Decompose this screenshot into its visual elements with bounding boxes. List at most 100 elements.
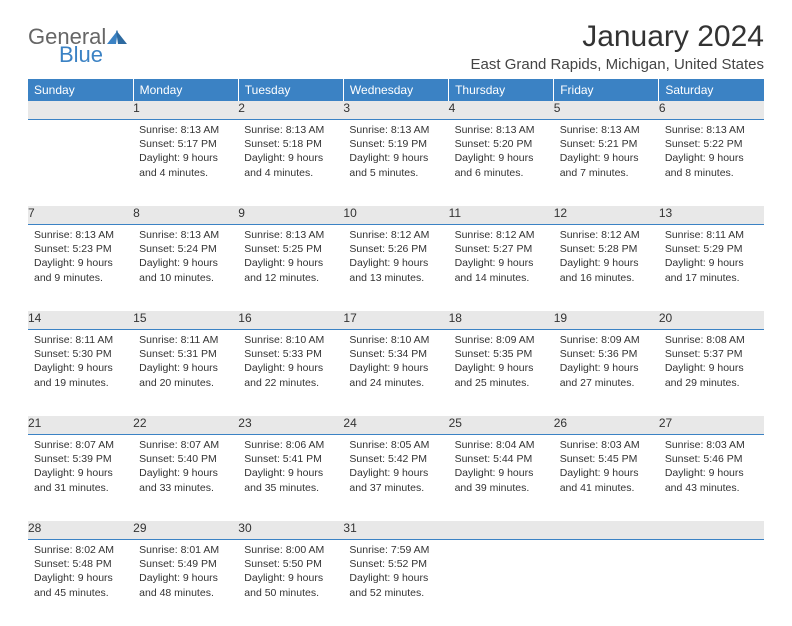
sunset-text: Sunset: 5:25 PM <box>244 242 337 256</box>
sunrise-text: Sunrise: 8:13 AM <box>560 123 653 137</box>
week-row: Sunrise: 8:07 AMSunset: 5:39 PMDaylight:… <box>28 435 764 522</box>
day-cell: Sunrise: 8:03 AMSunset: 5:45 PMDaylight:… <box>554 435 659 522</box>
sunset-text: Sunset: 5:23 PM <box>34 242 127 256</box>
sunrise-text: Sunrise: 8:13 AM <box>139 228 232 242</box>
day-info: Sunrise: 8:03 AMSunset: 5:46 PMDaylight:… <box>659 435 764 501</box>
daylight-text: Daylight: 9 hours and 9 minutes. <box>34 256 127 284</box>
day-info: Sunrise: 8:10 AMSunset: 5:33 PMDaylight:… <box>238 330 343 396</box>
day-header: Wednesday <box>343 79 448 101</box>
day-info: Sunrise: 8:05 AMSunset: 5:42 PMDaylight:… <box>343 435 448 501</box>
daylight-text: Daylight: 9 hours and 6 minutes. <box>455 151 548 179</box>
week-row: Sunrise: 8:11 AMSunset: 5:30 PMDaylight:… <box>28 330 764 417</box>
day-number-row: 14151617181920 <box>28 311 764 330</box>
day-cell: Sunrise: 8:08 AMSunset: 5:37 PMDaylight:… <box>659 330 764 417</box>
sunset-text: Sunset: 5:45 PM <box>560 452 653 466</box>
day-info: Sunrise: 8:13 AMSunset: 5:23 PMDaylight:… <box>28 225 133 291</box>
sunset-text: Sunset: 5:50 PM <box>244 557 337 571</box>
sunrise-text: Sunrise: 8:13 AM <box>455 123 548 137</box>
day-cell: Sunrise: 8:06 AMSunset: 5:41 PMDaylight:… <box>238 435 343 522</box>
daylight-text: Daylight: 9 hours and 41 minutes. <box>560 466 653 494</box>
day-number: 25 <box>449 416 554 435</box>
day-info: Sunrise: 8:07 AMSunset: 5:39 PMDaylight:… <box>28 435 133 501</box>
day-cell: Sunrise: 8:13 AMSunset: 5:20 PMDaylight:… <box>449 120 554 207</box>
sunset-text: Sunset: 5:21 PM <box>560 137 653 151</box>
day-number: 17 <box>343 311 448 330</box>
daylight-text: Daylight: 9 hours and 24 minutes. <box>349 361 442 389</box>
day-number: 8 <box>133 206 238 225</box>
day-info: Sunrise: 8:12 AMSunset: 5:26 PMDaylight:… <box>343 225 448 291</box>
day-number: 1 <box>133 101 238 120</box>
daylight-text: Daylight: 9 hours and 7 minutes. <box>560 151 653 179</box>
location-text: East Grand Rapids, Michigan, United Stat… <box>471 56 764 73</box>
day-number: 31 <box>343 521 448 540</box>
day-header: Thursday <box>449 79 554 101</box>
sunset-text: Sunset: 5:19 PM <box>349 137 442 151</box>
daylight-text: Daylight: 9 hours and 22 minutes. <box>244 361 337 389</box>
sunrise-text: Sunrise: 8:07 AM <box>34 438 127 452</box>
sunrise-text: Sunrise: 8:12 AM <box>455 228 548 242</box>
day-cell: Sunrise: 8:04 AMSunset: 5:44 PMDaylight:… <box>449 435 554 522</box>
day-number: 13 <box>659 206 764 225</box>
day-cell: Sunrise: 8:11 AMSunset: 5:29 PMDaylight:… <box>659 225 764 312</box>
day-info: Sunrise: 8:13 AMSunset: 5:17 PMDaylight:… <box>133 120 238 186</box>
sunrise-text: Sunrise: 8:01 AM <box>139 543 232 557</box>
day-number: 29 <box>133 521 238 540</box>
sunrise-text: Sunrise: 8:10 AM <box>349 333 442 347</box>
day-number: 26 <box>554 416 659 435</box>
day-info: Sunrise: 8:11 AMSunset: 5:29 PMDaylight:… <box>659 225 764 291</box>
daylight-text: Daylight: 9 hours and 35 minutes. <box>244 466 337 494</box>
day-cell <box>659 540 764 626</box>
day-number <box>554 521 659 540</box>
sunset-text: Sunset: 5:35 PM <box>455 347 548 361</box>
day-number: 15 <box>133 311 238 330</box>
day-cell: Sunrise: 8:07 AMSunset: 5:39 PMDaylight:… <box>28 435 133 522</box>
day-header: Friday <box>554 79 659 101</box>
day-cell: Sunrise: 8:13 AMSunset: 5:24 PMDaylight:… <box>133 225 238 312</box>
sunrise-text: Sunrise: 8:13 AM <box>244 123 337 137</box>
day-number: 2 <box>238 101 343 120</box>
brand-part2: Blue <box>59 42 103 68</box>
day-cell: Sunrise: 8:11 AMSunset: 5:30 PMDaylight:… <box>28 330 133 417</box>
day-header-row: Sunday Monday Tuesday Wednesday Thursday… <box>28 79 764 101</box>
day-number <box>28 101 133 120</box>
sunset-text: Sunset: 5:33 PM <box>244 347 337 361</box>
day-info: Sunrise: 8:12 AMSunset: 5:28 PMDaylight:… <box>554 225 659 291</box>
daylight-text: Daylight: 9 hours and 17 minutes. <box>665 256 758 284</box>
sunset-text: Sunset: 5:41 PM <box>244 452 337 466</box>
day-number: 7 <box>28 206 133 225</box>
daylight-text: Daylight: 9 hours and 10 minutes. <box>139 256 232 284</box>
day-info: Sunrise: 8:02 AMSunset: 5:48 PMDaylight:… <box>28 540 133 606</box>
day-info: Sunrise: 8:09 AMSunset: 5:36 PMDaylight:… <box>554 330 659 396</box>
month-title: January 2024 <box>471 20 764 54</box>
day-header: Monday <box>133 79 238 101</box>
day-number: 30 <box>238 521 343 540</box>
day-cell: Sunrise: 8:03 AMSunset: 5:46 PMDaylight:… <box>659 435 764 522</box>
day-info: Sunrise: 8:11 AMSunset: 5:30 PMDaylight:… <box>28 330 133 396</box>
day-number: 9 <box>238 206 343 225</box>
day-info: Sunrise: 8:10 AMSunset: 5:34 PMDaylight:… <box>343 330 448 396</box>
sunrise-text: Sunrise: 8:09 AM <box>560 333 653 347</box>
sunset-text: Sunset: 5:49 PM <box>139 557 232 571</box>
day-cell: Sunrise: 8:02 AMSunset: 5:48 PMDaylight:… <box>28 540 133 626</box>
daylight-text: Daylight: 9 hours and 33 minutes. <box>139 466 232 494</box>
daylight-text: Daylight: 9 hours and 4 minutes. <box>139 151 232 179</box>
day-number: 3 <box>343 101 448 120</box>
daylight-text: Daylight: 9 hours and 12 minutes. <box>244 256 337 284</box>
day-info: Sunrise: 8:00 AMSunset: 5:50 PMDaylight:… <box>238 540 343 606</box>
day-cell: Sunrise: 8:09 AMSunset: 5:36 PMDaylight:… <box>554 330 659 417</box>
day-cell: Sunrise: 8:13 AMSunset: 5:18 PMDaylight:… <box>238 120 343 207</box>
sunset-text: Sunset: 5:40 PM <box>139 452 232 466</box>
week-row: Sunrise: 8:02 AMSunset: 5:48 PMDaylight:… <box>28 540 764 626</box>
day-info: Sunrise: 8:03 AMSunset: 5:45 PMDaylight:… <box>554 435 659 501</box>
sunrise-text: Sunrise: 8:13 AM <box>665 123 758 137</box>
day-cell: Sunrise: 8:13 AMSunset: 5:22 PMDaylight:… <box>659 120 764 207</box>
sunrise-text: Sunrise: 8:13 AM <box>34 228 127 242</box>
sunset-text: Sunset: 5:27 PM <box>455 242 548 256</box>
sunrise-text: Sunrise: 8:11 AM <box>665 228 758 242</box>
day-cell: Sunrise: 8:12 AMSunset: 5:26 PMDaylight:… <box>343 225 448 312</box>
daylight-text: Daylight: 9 hours and 14 minutes. <box>455 256 548 284</box>
week-row: Sunrise: 8:13 AMSunset: 5:23 PMDaylight:… <box>28 225 764 312</box>
sunset-text: Sunset: 5:31 PM <box>139 347 232 361</box>
day-info: Sunrise: 8:13 AMSunset: 5:18 PMDaylight:… <box>238 120 343 186</box>
day-number-row: 28293031 <box>28 521 764 540</box>
